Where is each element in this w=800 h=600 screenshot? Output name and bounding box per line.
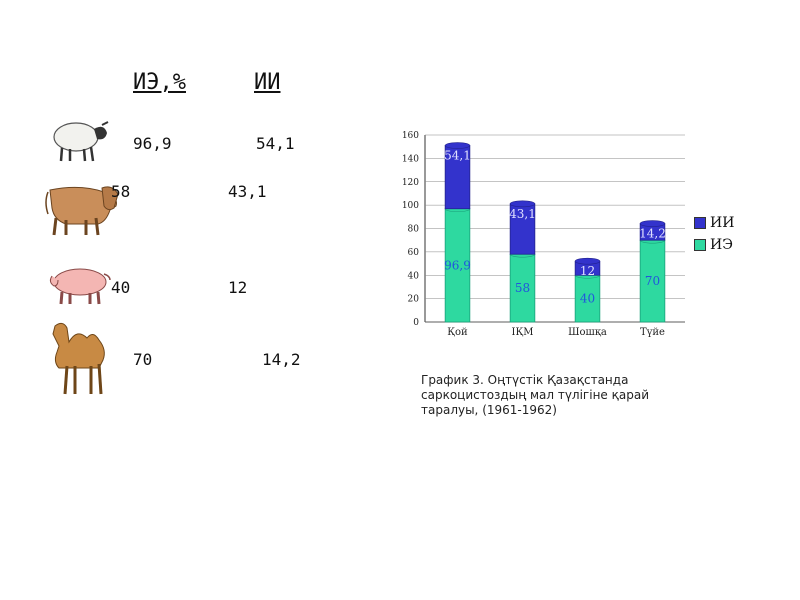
row-sheep-ii: 54,1 bbox=[256, 134, 295, 153]
y-tick-label: 20 bbox=[408, 295, 420, 305]
header-ie: ИЭ,% bbox=[133, 70, 186, 95]
legend-label-ie: ИЭ bbox=[710, 237, 733, 253]
bar-cap bbox=[509, 200, 536, 208]
x-tick-label: Түйе bbox=[640, 327, 665, 338]
legend-swatch-ii bbox=[694, 217, 706, 229]
y-tick-label: 80 bbox=[408, 225, 420, 235]
y-tick-label: 100 bbox=[402, 201, 419, 211]
legend-item-ie: ИЭ bbox=[694, 234, 734, 256]
data-label: 40 bbox=[580, 292, 595, 306]
row-cow-ie: 58 bbox=[111, 182, 131, 201]
bar-segment bbox=[639, 239, 666, 323]
row-sheep-ie: 96,9 bbox=[133, 134, 172, 153]
row-cow-ii: 43,1 bbox=[228, 182, 267, 201]
y-tick-label: 120 bbox=[402, 178, 419, 188]
y-tick-label: 40 bbox=[408, 271, 420, 281]
y-tick-label: 140 bbox=[402, 154, 419, 164]
bar-segment bbox=[574, 274, 601, 323]
data-label: 96,9 bbox=[444, 258, 471, 272]
data-label: 43,1 bbox=[509, 207, 536, 221]
y-tick-label: 160 bbox=[402, 131, 419, 141]
data-label: 14,2 bbox=[639, 227, 666, 241]
sheep-icon bbox=[53, 121, 109, 162]
bar-segment bbox=[509, 203, 536, 255]
x-tick-label: Шошқа bbox=[568, 327, 607, 338]
bar-cap bbox=[574, 257, 601, 265]
legend-label-ii: ИИ bbox=[710, 215, 735, 231]
legend-item-ii: ИИ bbox=[694, 212, 734, 234]
y-tick-label: 0 bbox=[413, 318, 419, 328]
row-camel-ii: 14,2 bbox=[262, 350, 301, 369]
x-tick-label: ІҚМ bbox=[512, 327, 534, 338]
chart-legend: ИИ ИЭ bbox=[694, 212, 734, 256]
header-ii: ИИ bbox=[254, 70, 281, 95]
pig-icon bbox=[49, 268, 111, 305]
data-label: 54,1 bbox=[444, 149, 471, 163]
data-label: 58 bbox=[515, 281, 530, 295]
chart-caption: График 3. Оңтүстік Қазақстанда саркоцист… bbox=[421, 373, 649, 417]
cow-icon bbox=[45, 186, 119, 236]
x-tick-label: Қой bbox=[447, 327, 468, 338]
data-label: 12 bbox=[580, 264, 595, 278]
row-pig-ie: 40 bbox=[111, 278, 131, 297]
data-label: 70 bbox=[645, 274, 660, 288]
legend-swatch-ie bbox=[694, 239, 706, 251]
stacked-bar-chart: 0 20 40 60 80 100 120 140 160 96,9 54,1 Қой 58 43,1 ІҚ… bbox=[402, 131, 685, 338]
row-camel-ie: 70 bbox=[133, 350, 153, 369]
row-pig-ii: 12 bbox=[228, 278, 248, 297]
bar-cap bbox=[639, 220, 666, 227]
y-tick-label: 60 bbox=[408, 248, 420, 258]
camel-icon bbox=[52, 322, 105, 395]
bar-segment bbox=[444, 145, 471, 210]
bar-cap bbox=[444, 142, 471, 149]
